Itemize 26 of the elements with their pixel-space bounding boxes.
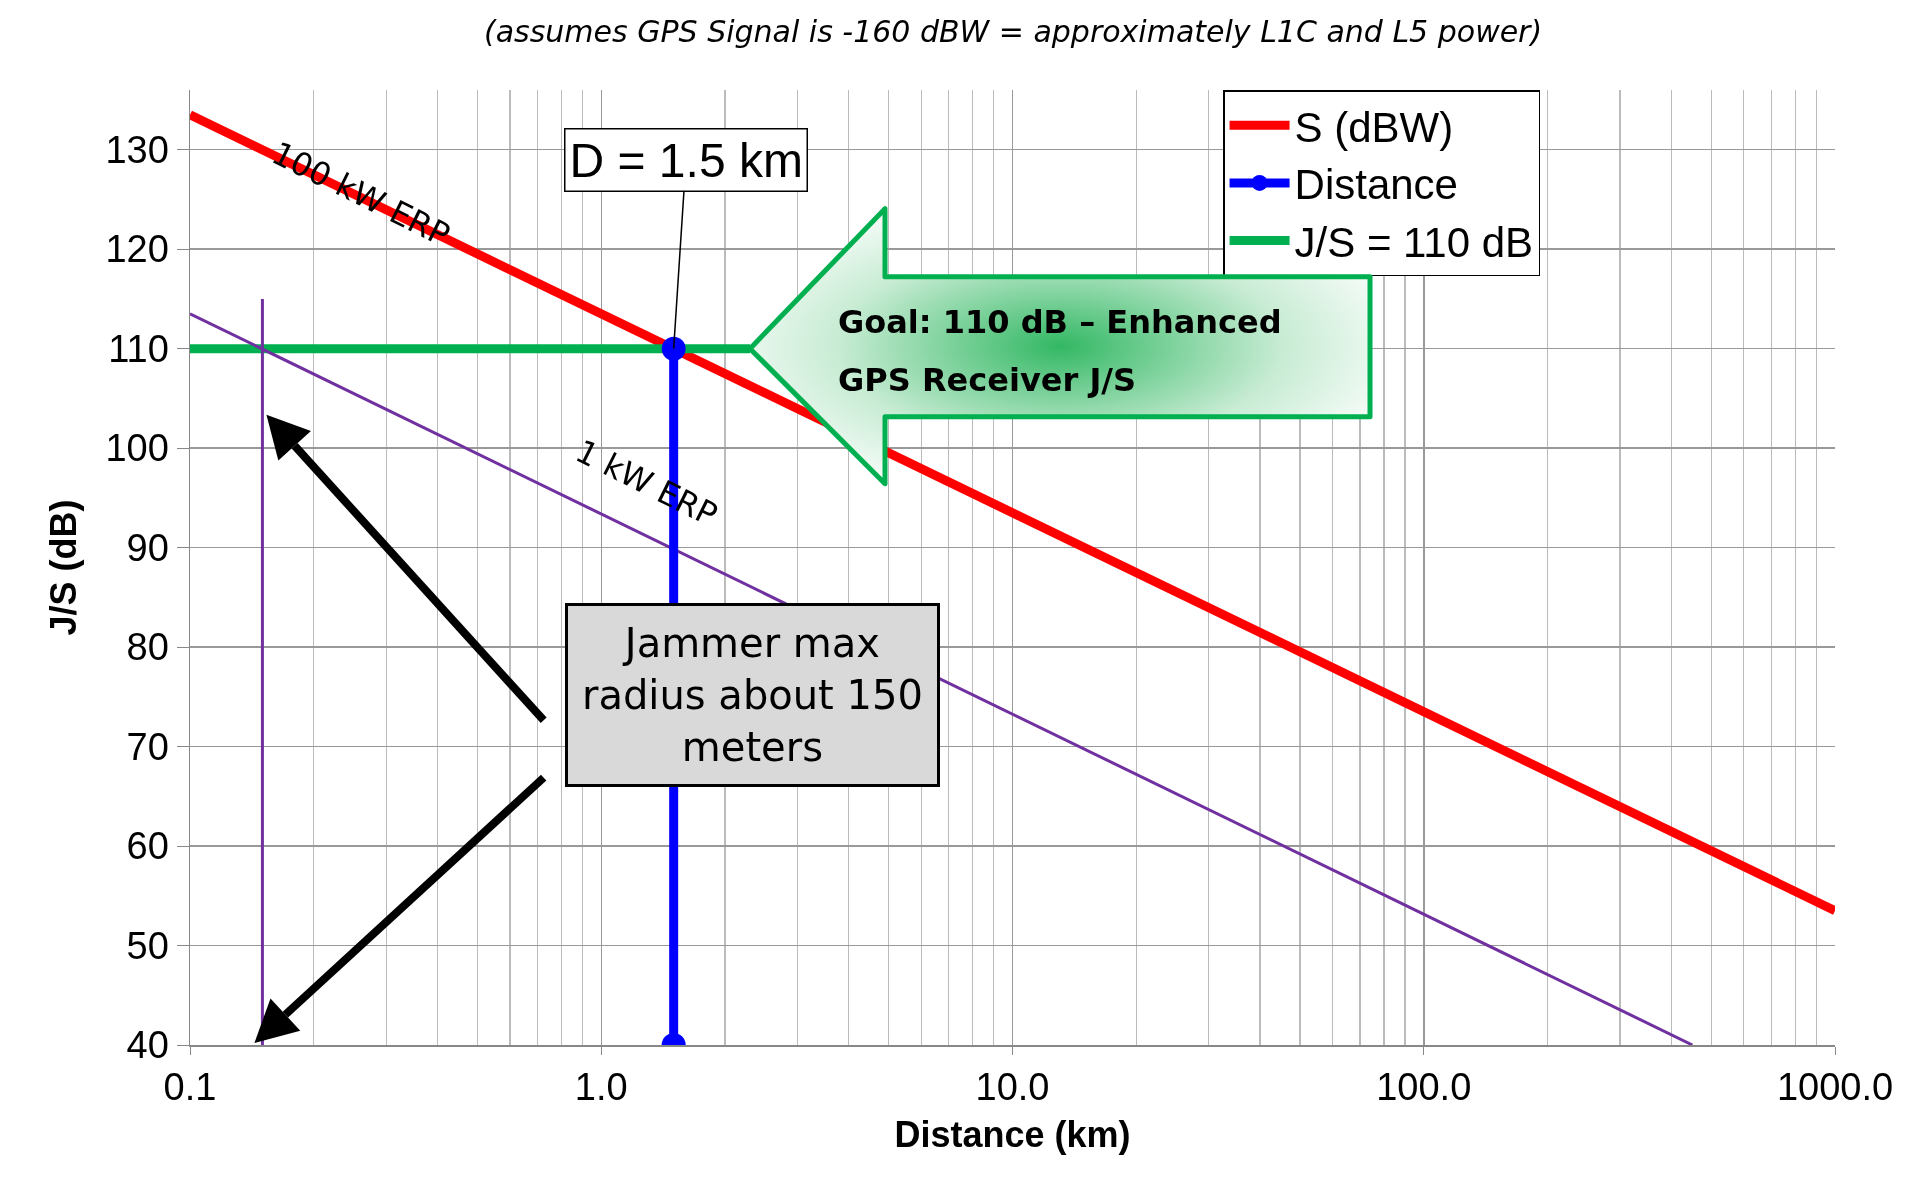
- y-tick-label: 90: [126, 526, 169, 569]
- x-tick-label: 0.1: [163, 1066, 217, 1109]
- y-tick-label: 50: [126, 924, 169, 967]
- y-tick-label: 60: [126, 825, 169, 868]
- y-tick-label: 100: [105, 427, 169, 470]
- y-tick-label: 110: [108, 327, 169, 370]
- y-axis-title: J/S (dB): [42, 499, 84, 636]
- x-tick-label: 10.0: [975, 1066, 1050, 1109]
- y-tick-label: 130: [105, 128, 169, 171]
- x-tick-label: 1.0: [574, 1066, 628, 1109]
- legend-label: Distance: [1294, 161, 1458, 209]
- y-tick-label: 80: [126, 626, 169, 669]
- x-tick-label: 1000.0: [1776, 1066, 1894, 1109]
- x-axis-title: Distance (km): [894, 1113, 1131, 1155]
- chart-subtitle: (assumes GPS Signal is -160 dBW = approximately L1C and L5 power): [484, 14, 1543, 49]
- x-tick-label: 100.0: [1376, 1066, 1472, 1109]
- y-tick-label: 70: [126, 725, 169, 768]
- legend-label: J/S = 110 dB: [1294, 218, 1534, 266]
- legend-label: S (dBW): [1294, 103, 1454, 151]
- y-tick-label: 120: [105, 228, 169, 271]
- annotation: Jammer max radius about 150 meters: [582, 620, 923, 770]
- y-tick-label: 40: [126, 1024, 169, 1067]
- annotation: 1 kW ERP: [569, 431, 724, 535]
- annotation: 100 kW ERP: [265, 133, 456, 255]
- annotation: D = 1.5 km: [569, 133, 803, 187]
- annotation: Goal: 110 dB – Enhanced GPS Receiver J/S: [838, 302, 1282, 399]
